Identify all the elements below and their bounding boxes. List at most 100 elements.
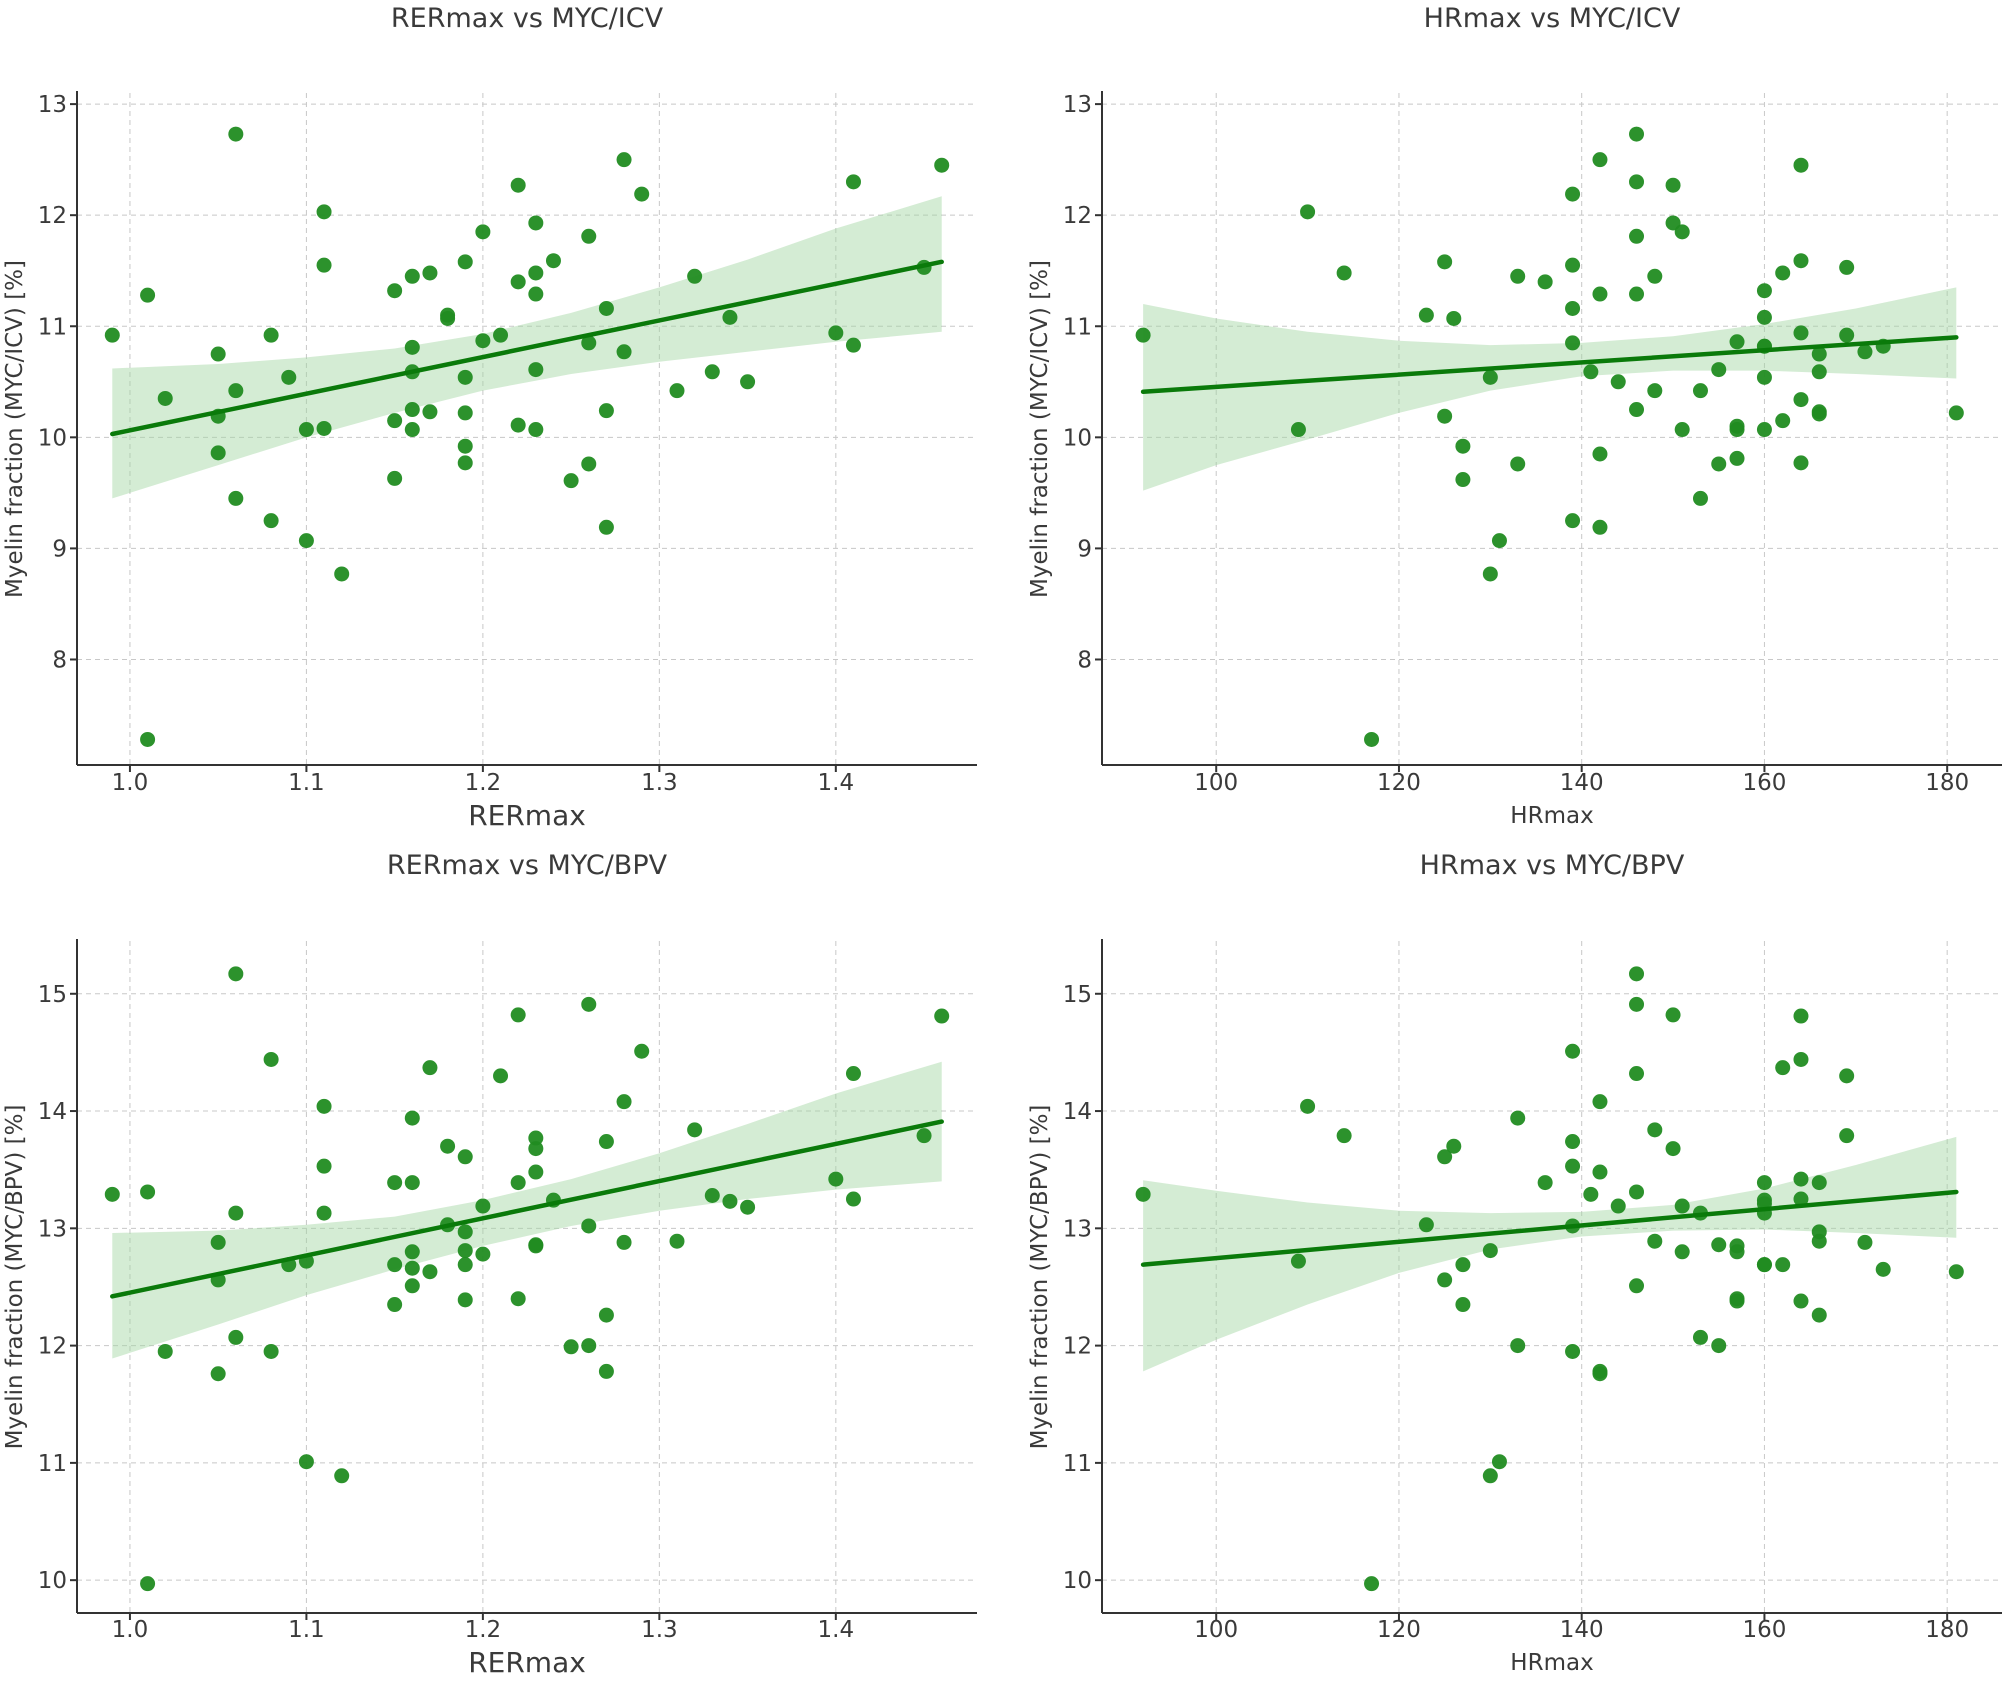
- x-tick-label: 100: [1194, 1617, 1238, 1643]
- data-point: [1583, 364, 1599, 380]
- data-point: [1793, 157, 1809, 173]
- data-point: [475, 333, 491, 349]
- data-point: [510, 274, 526, 290]
- data-point: [669, 1233, 685, 1249]
- data-point: [1592, 152, 1608, 168]
- y-tick-label: 9: [52, 536, 67, 562]
- data-point: [316, 1158, 332, 1174]
- y-tick-label: 11: [1063, 1451, 1092, 1477]
- data-point: [1775, 265, 1791, 281]
- data-point: [1647, 1233, 1663, 1249]
- data-point: [263, 1051, 279, 1067]
- data-point: [1793, 392, 1809, 408]
- x-tick-label: 1.3: [641, 770, 678, 796]
- data-point: [528, 1164, 544, 1180]
- data-point: [581, 335, 597, 351]
- data-point: [1629, 1066, 1645, 1082]
- confidence-band: [1143, 287, 1957, 491]
- data-point: [1692, 1329, 1708, 1345]
- data-point: [1711, 362, 1727, 378]
- data-point: [1565, 513, 1581, 529]
- data-point: [475, 224, 491, 240]
- x-tick-label: 160: [1742, 770, 1786, 796]
- data-point: [1565, 1158, 1581, 1174]
- data-point: [104, 1186, 120, 1202]
- data-point: [1364, 1576, 1380, 1592]
- data-point: [1948, 405, 1964, 421]
- data-point: [404, 1260, 420, 1276]
- data-point: [1565, 1043, 1581, 1059]
- data-point: [1446, 1138, 1462, 1154]
- data-point: [510, 1007, 526, 1023]
- chart-panel-1: 1.0 1.1 1.2 1.3 1.4 8 9 10 11 12 13 RERmax vs MYC/I…: [2, 3, 977, 832]
- data-point: [1437, 408, 1453, 424]
- data-point: [1565, 300, 1581, 316]
- data-point: [916, 1128, 932, 1144]
- x-tick-label: 1.1: [288, 770, 325, 796]
- data-point: [1793, 1051, 1809, 1067]
- y-tick-label: 11: [1063, 314, 1092, 340]
- data-point: [404, 422, 420, 438]
- data-point: [263, 327, 279, 343]
- data-point: [598, 300, 614, 316]
- data-point: [387, 283, 403, 299]
- data-point: [634, 186, 650, 202]
- data-point: [457, 405, 473, 421]
- data-point: [1629, 1184, 1645, 1200]
- data-point: [1665, 1141, 1681, 1157]
- y-tick-label: 11: [38, 1451, 67, 1477]
- data-point: [1756, 309, 1772, 325]
- data-point: [1839, 1068, 1855, 1084]
- data-point: [281, 369, 297, 385]
- data-point: [1811, 346, 1827, 362]
- data-point: [1839, 1128, 1855, 1144]
- y-tick-label: 14: [38, 1099, 67, 1125]
- x-tick-label: 160: [1742, 1617, 1786, 1643]
- data-point: [157, 390, 173, 406]
- data-point: [1482, 1468, 1498, 1484]
- data-point: [1674, 1244, 1690, 1260]
- data-point: [581, 1338, 597, 1354]
- data-point: [934, 157, 950, 173]
- y-tick-label: 13: [1063, 92, 1092, 118]
- data-point: [404, 268, 420, 284]
- data-point: [528, 215, 544, 231]
- data-point: [1811, 1307, 1827, 1323]
- chart-title: RERmax vs MYC/BPV: [387, 850, 668, 881]
- data-point: [1647, 383, 1663, 399]
- data-point: [528, 1238, 544, 1254]
- data-point: [1729, 334, 1745, 350]
- data-point: [845, 337, 861, 353]
- data-point: [1729, 1293, 1745, 1309]
- data-point: [1592, 286, 1608, 302]
- data-point: [1437, 1149, 1453, 1165]
- data-point: [1491, 533, 1507, 549]
- data-point: [1437, 1272, 1453, 1288]
- y-tick-label: 12: [1063, 203, 1092, 229]
- regression-line: [1140, 335, 1959, 395]
- regression-line: [110, 1119, 944, 1299]
- data-point: [1729, 1244, 1745, 1260]
- data-point: [598, 1363, 614, 1379]
- x-tick-label: 1.4: [818, 770, 855, 796]
- data-point: [1629, 126, 1645, 142]
- y-tick-label: 13: [38, 92, 67, 118]
- data-point: [1647, 1122, 1663, 1138]
- data-point: [1565, 1134, 1581, 1150]
- data-point: [1665, 177, 1681, 193]
- data-point: [228, 1329, 244, 1345]
- data-point: [475, 1246, 491, 1262]
- data-point: [457, 1243, 473, 1259]
- data-point: [157, 1343, 173, 1359]
- data-point: [1565, 186, 1581, 202]
- x-tick-label: 1.0: [112, 1617, 149, 1643]
- data-point: [1629, 996, 1645, 1012]
- data-point: [598, 1134, 614, 1150]
- data-point: [457, 1292, 473, 1308]
- data-point: [598, 519, 614, 535]
- data-point: [1839, 327, 1855, 343]
- data-point: [1756, 283, 1772, 299]
- data-point: [1610, 374, 1626, 390]
- data-point: [1437, 254, 1453, 270]
- data-point: [387, 1257, 403, 1273]
